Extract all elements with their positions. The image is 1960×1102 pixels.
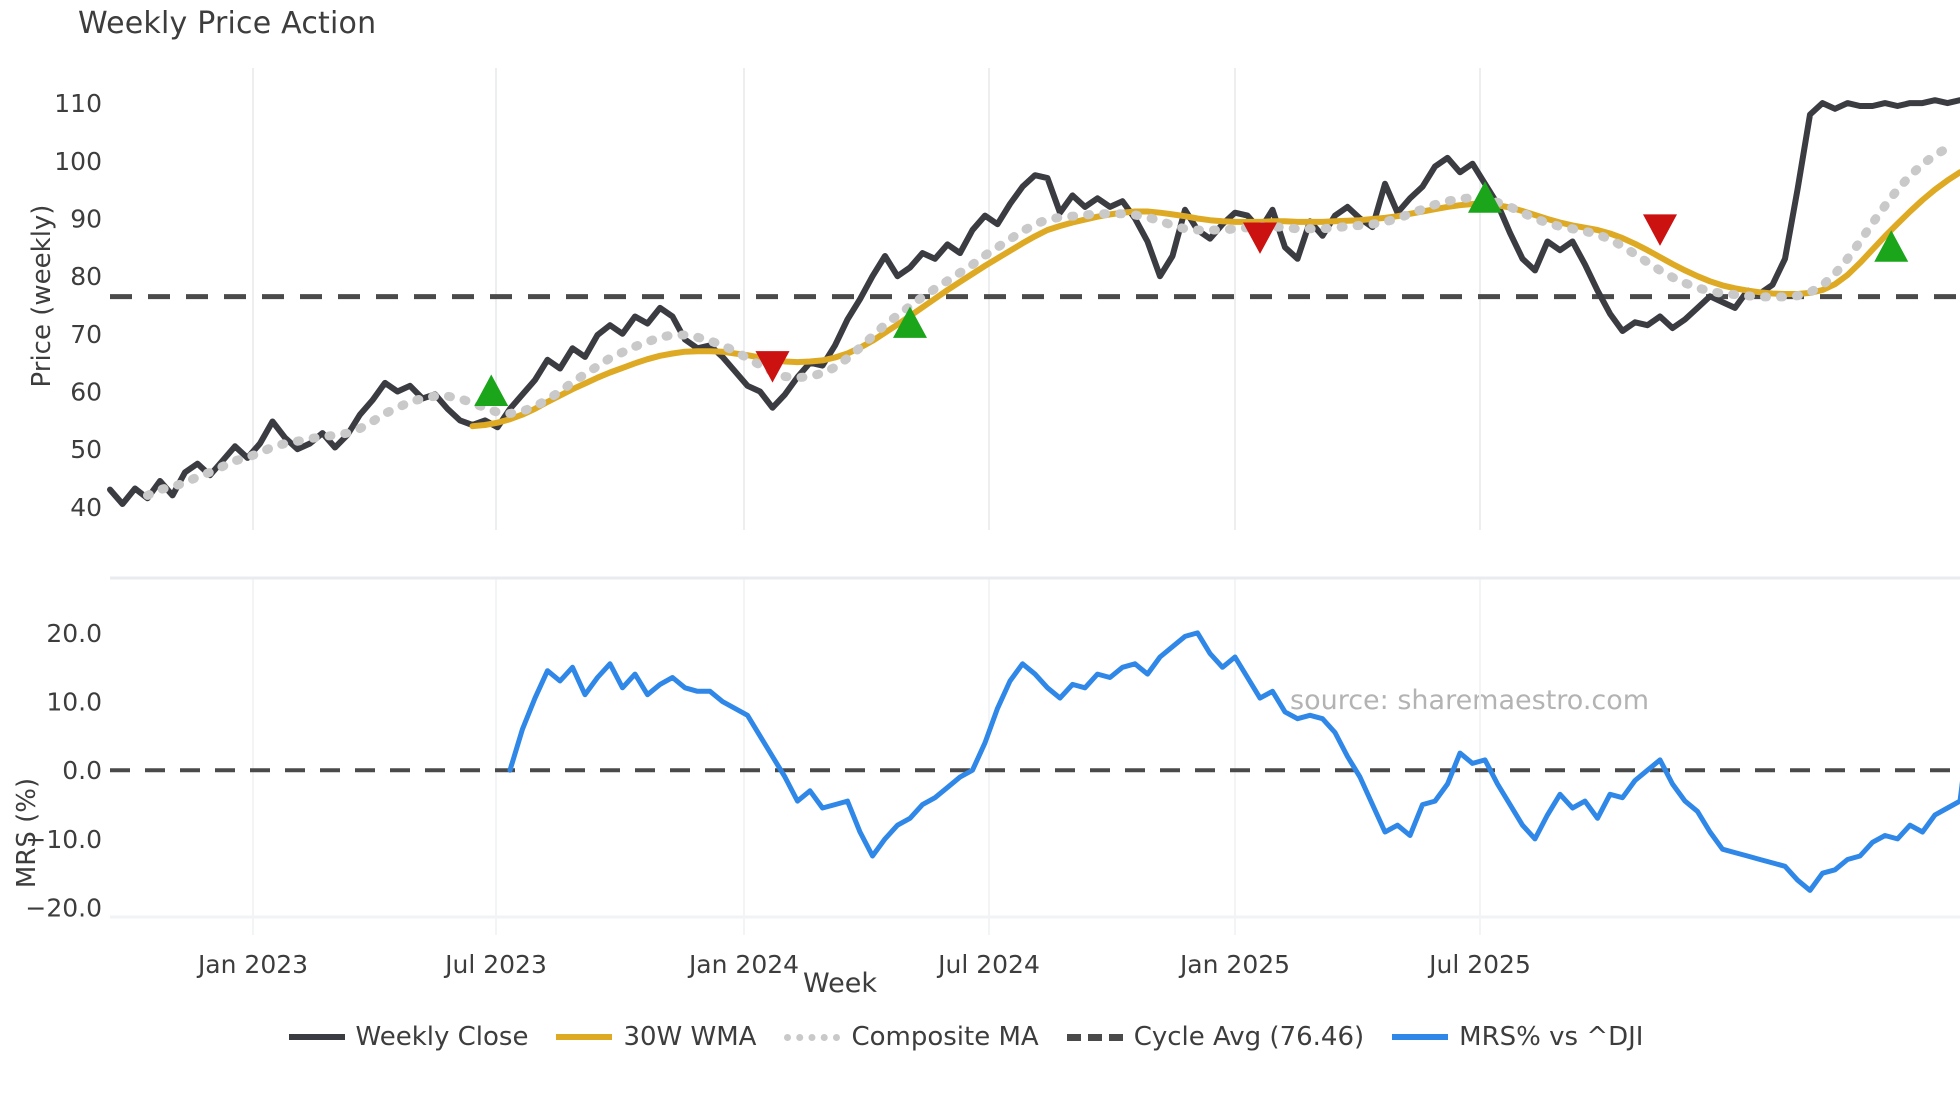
sell-signal-marker: [1643, 214, 1677, 246]
price-ytick: 100: [54, 147, 102, 176]
series-line: [107, 97, 1960, 507]
mrs-gridlines: [110, 576, 1960, 935]
legend-label: 30W WMA: [623, 1022, 757, 1052]
x-tick: Jan 2024: [687, 950, 799, 979]
legend-swatch-solid: [288, 1034, 345, 1040]
x-tick: Jan 2025: [1178, 950, 1290, 979]
buy-signal-marker: [893, 306, 927, 338]
buy-signal-marker: [474, 374, 509, 406]
mrs-ytick: 10.0: [46, 688, 102, 717]
legend-label: Cycle Avg (76.46): [1133, 1022, 1365, 1052]
mrs-y-ticklabels: 20.0 10.0 0.0 −10.0 −20.0: [25, 619, 102, 923]
legend-label: MRS% vs ^DJI: [1459, 1022, 1644, 1052]
chart-legend: Weekly Close 30W WMA Composite MA Cycle Avg…: [0, 1022, 1960, 1052]
legend-item[interactable]: Composite MA: [784, 1022, 1039, 1052]
mrs-series-group: [110, 630, 1960, 893]
x-tick: Jul 2025: [1427, 950, 1531, 979]
sell-signal-marker: [1243, 222, 1277, 254]
x-tick: Jul 2023: [443, 950, 547, 979]
legend-swatch-dotted: [784, 1033, 841, 1041]
x-ticklabels: Jan 2023 Jul 2023 Jan 2024 Jul 2024 Jan 2025…: [196, 950, 1531, 979]
legend-swatch-dashed: [1066, 1033, 1123, 1041]
legend-item[interactable]: Cycle Avg (76.46): [1066, 1022, 1365, 1052]
mrs-ytick: 0.0: [62, 756, 102, 785]
chart-title: Weekly Price Action: [78, 6, 377, 41]
series-line: [469, 169, 1960, 430]
x-tick: Jul 2024: [936, 950, 1040, 979]
price-y-ticklabels: 110 100 90 80 70 60 50 40: [54, 89, 102, 522]
legend-swatch-solid: [1392, 1034, 1449, 1040]
legend-item[interactable]: 30W WMA: [556, 1022, 756, 1052]
price-ytick: 110: [54, 89, 102, 118]
price-ytick: 80: [70, 262, 102, 291]
price-ytick: 50: [70, 435, 102, 464]
sell-signal-marker: [755, 351, 790, 383]
price-ytick: 60: [70, 378, 102, 407]
mrs-ytick: −20.0: [25, 894, 102, 923]
mrs-ytick: 20.0: [46, 619, 102, 648]
signal-markers-group: [474, 181, 1909, 406]
legend-item[interactable]: Weekly Close: [288, 1022, 529, 1052]
x-axis-label: Week: [803, 968, 877, 999]
price-series-group: [107, 97, 1960, 507]
mrs-ytick: −10.0: [25, 825, 102, 854]
price-ytick: 70: [70, 320, 102, 349]
series-line: [507, 630, 1960, 893]
legend-item[interactable]: MRS% vs ^DJI: [1392, 1022, 1643, 1052]
price-ytick: 90: [70, 204, 102, 233]
legend-swatch-solid: [556, 1034, 613, 1040]
x-tick: Jan 2023: [196, 950, 308, 979]
legend-label: Composite MA: [851, 1022, 1039, 1052]
series-line: [143, 143, 1952, 500]
legend-label: Weekly Close: [355, 1022, 529, 1052]
buy-signal-marker: [1468, 181, 1502, 213]
buy-signal-marker: [1874, 230, 1909, 262]
source-watermark: source: sharemaestro.com: [1290, 685, 1650, 716]
price-ytick: 40: [70, 493, 102, 522]
